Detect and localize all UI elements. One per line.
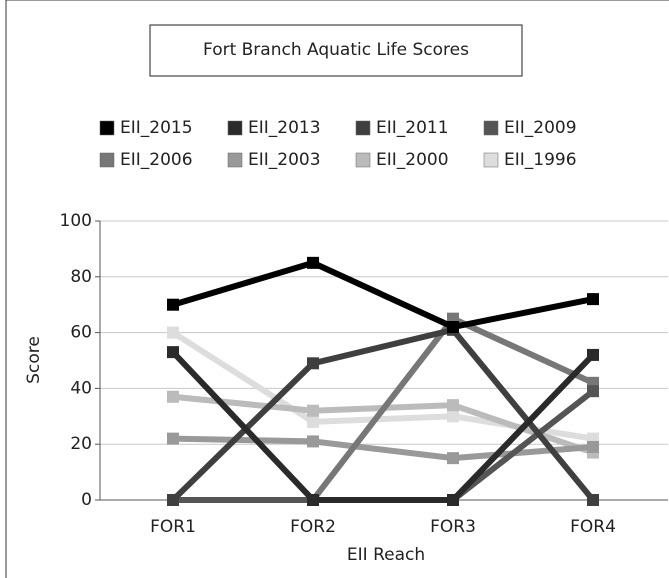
point [307, 415, 319, 428]
point [307, 435, 319, 448]
point [447, 399, 459, 412]
y-tick-label: 60 [70, 323, 92, 343]
series-line [170, 350, 596, 503]
y-tick-label: 40 [70, 378, 92, 398]
point [167, 494, 179, 506]
legend-label: EII_2006 [120, 150, 193, 170]
x-tick-label: FOR4 [570, 517, 616, 537]
point [167, 346, 179, 359]
point [167, 390, 179, 403]
frame [5, 0, 669, 578]
point [447, 410, 459, 423]
x-tick-label: FOR2 [290, 517, 336, 537]
legend-swatch [99, 152, 115, 168]
legend-swatch [227, 152, 243, 168]
chart-title: Fort Branch Aquatic Life Scores [203, 40, 469, 60]
x-tick-label: FOR3 [430, 517, 476, 537]
legend-swatch [483, 152, 499, 168]
y-axis-title: Score [24, 336, 44, 384]
point [167, 298, 179, 311]
point [167, 326, 179, 339]
point [447, 494, 459, 506]
point [587, 293, 599, 306]
legend-swatch [483, 120, 499, 136]
x-axis-title: EII Reach [347, 545, 425, 565]
legend-label: EII_2015 [120, 118, 193, 138]
y-tick-label: 20 [70, 434, 92, 454]
series-line [172, 259, 594, 331]
series-line [170, 326, 596, 503]
point [167, 432, 179, 445]
legend-swatch [227, 120, 243, 136]
point [447, 321, 459, 334]
point [307, 494, 319, 506]
point [307, 357, 319, 370]
title-box [149, 24, 523, 77]
point [587, 348, 599, 361]
point [307, 256, 319, 269]
point [587, 440, 599, 453]
series-line [172, 435, 594, 462]
y-tick-label: 100 [60, 211, 92, 231]
legend-label: EII_2013 [248, 118, 321, 138]
legend-label: EII_2009 [504, 118, 577, 138]
legend-swatch [99, 120, 115, 136]
y-tick-label: 80 [70, 267, 92, 287]
x-tick-label: FOR1 [150, 517, 196, 537]
legend-swatch [355, 152, 371, 168]
legend-label: EII_2011 [376, 118, 449, 138]
point [587, 385, 599, 398]
legend-label: EII_1996 [504, 150, 577, 170]
point [447, 452, 459, 465]
point [307, 404, 319, 417]
legend-label: EII_2000 [376, 150, 449, 170]
point [587, 494, 599, 506]
y-tick-label: 0 [81, 490, 92, 510]
legend-label: EII_2003 [248, 150, 321, 170]
legend-swatch [355, 120, 371, 136]
